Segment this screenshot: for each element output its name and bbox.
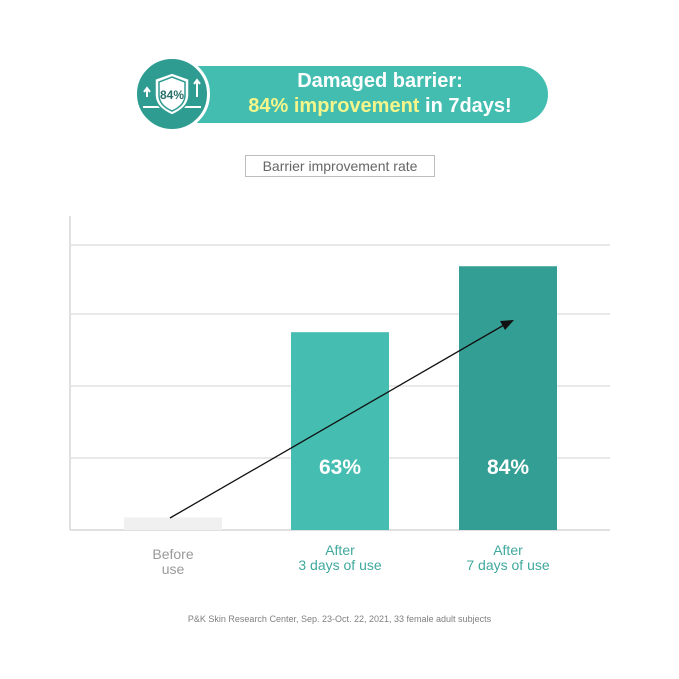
trend-arrow-head <box>500 320 514 330</box>
headline-rest: in 7days! <box>419 95 512 117</box>
data-label: 63% <box>319 456 361 479</box>
bar <box>291 332 389 530</box>
category-label: 7 days of use <box>466 557 549 573</box>
shield-icon: 84% <box>143 72 201 116</box>
trend-arrow-line <box>169 324 505 519</box>
headline-highlight: 84% improvement <box>248 95 420 117</box>
category-label: After <box>493 542 523 558</box>
badge: 84% <box>134 56 210 132</box>
bar <box>459 266 557 530</box>
badge-text: 84% <box>160 88 184 102</box>
headline-banner <box>150 66 548 123</box>
headline-line2: 84% improvement in 7days! <box>214 94 546 119</box>
headline: Damaged barrier: 84% improvement in 7day… <box>214 69 546 119</box>
category-label: Before <box>152 546 193 562</box>
bar <box>124 517 222 530</box>
headline-line1: Damaged barrier: <box>297 70 463 92</box>
category-label: After <box>325 542 355 558</box>
source-note: P&K Skin Research Center, Sep. 23-Oct. 2… <box>187 614 492 624</box>
category-label: 3 days of use <box>298 557 381 573</box>
chart-title: Barrier improvement rate <box>245 155 435 177</box>
category-label: use <box>162 561 185 577</box>
data-label: 84% <box>487 456 529 479</box>
